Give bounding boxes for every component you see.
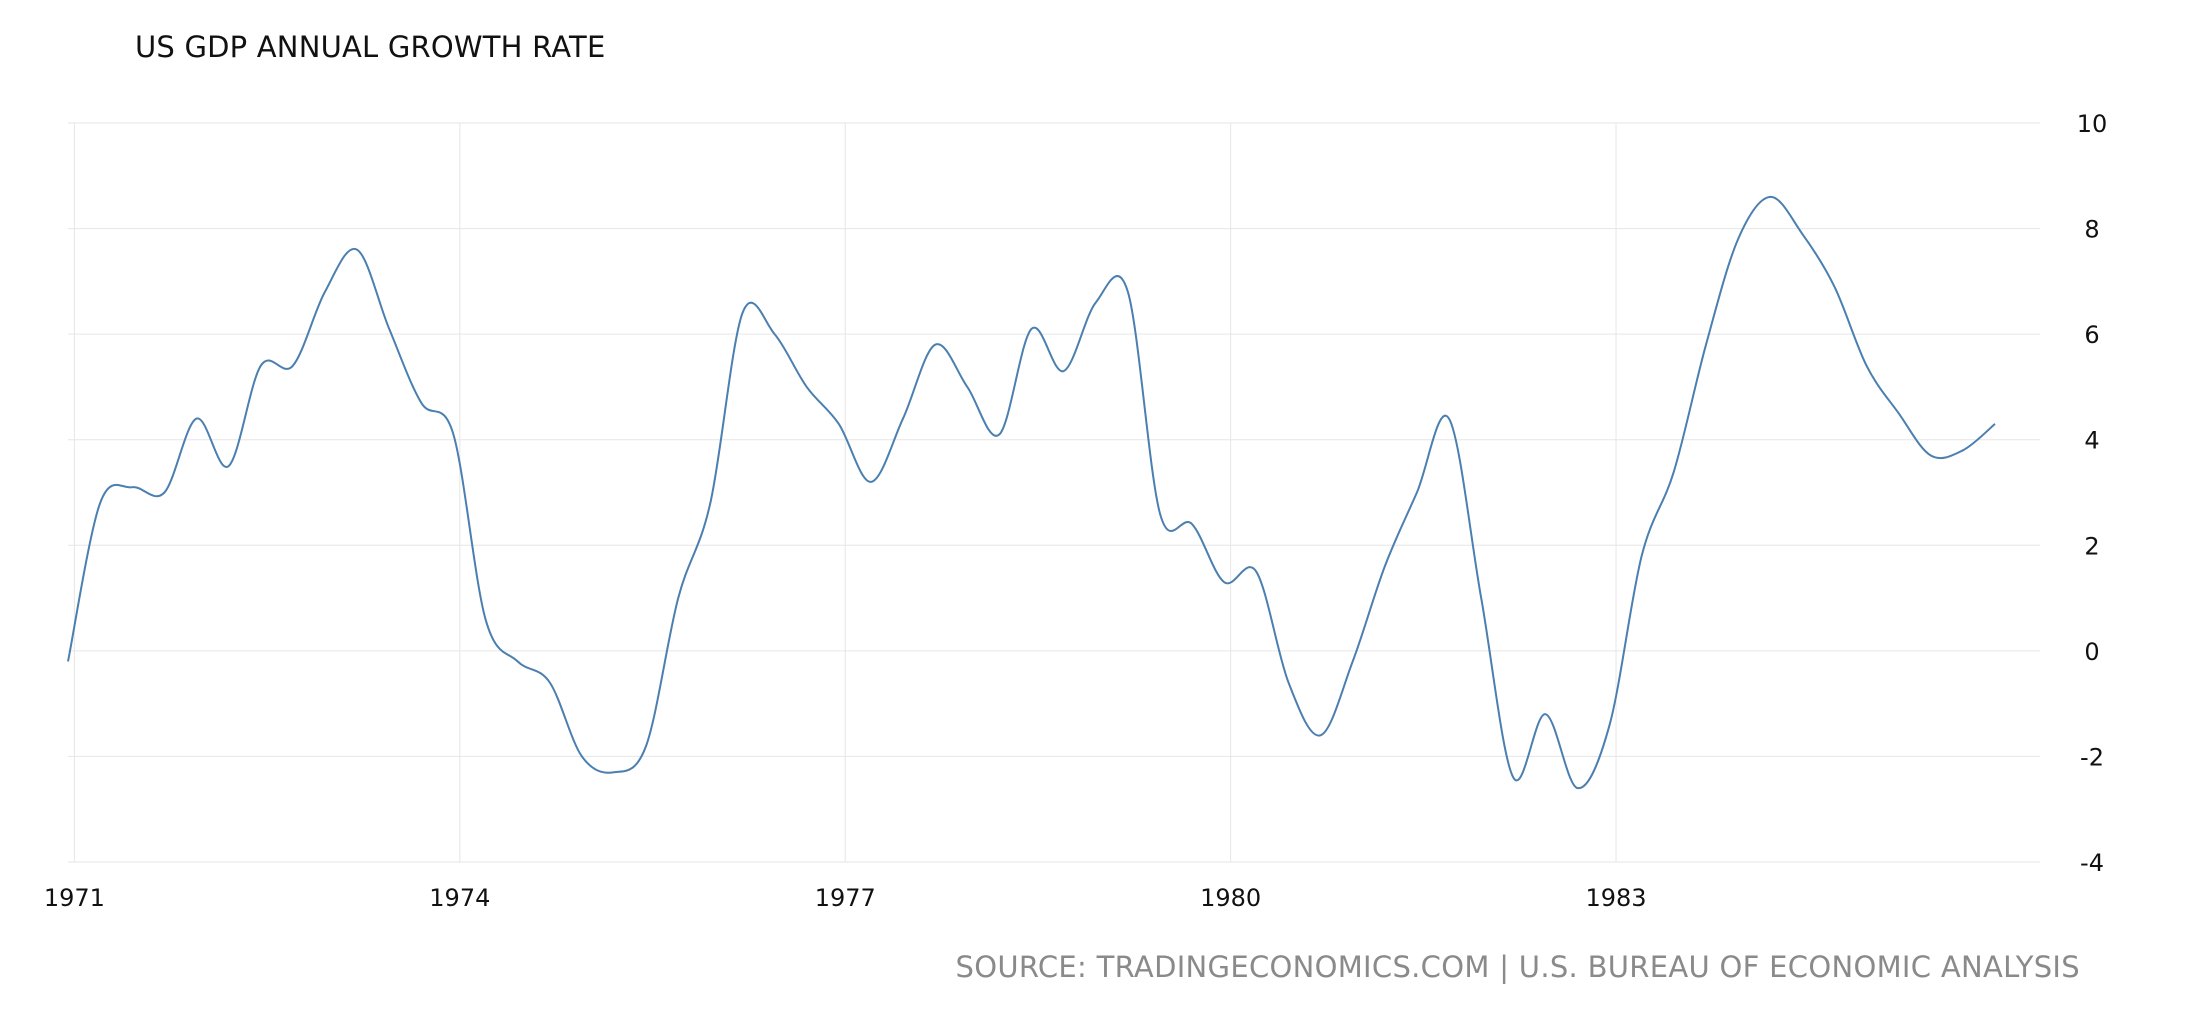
x-tick-label: 1980 — [1200, 884, 1261, 912]
y-tick-label: -2 — [2080, 743, 2104, 771]
y-tick-label: 6 — [2084, 321, 2099, 349]
x-tick-label: 1971 — [44, 884, 105, 912]
grid — [68, 122, 2040, 863]
x-tick-label: 1974 — [429, 884, 490, 912]
y-tick-label: 2 — [2084, 532, 2099, 560]
y-tick-label: 10 — [2077, 110, 2108, 138]
x-tick-label: 1983 — [1586, 884, 1647, 912]
source-note: SOURCE: TRADINGECONOMICS.COM | U.S. BURE… — [955, 950, 2080, 984]
x-tick-label: 1977 — [815, 884, 876, 912]
y-tick-label: 8 — [2084, 216, 2099, 244]
y-tick-label: 4 — [2084, 427, 2099, 455]
gdp-growth-line — [67, 195, 1996, 790]
y-tick-label: 0 — [2084, 638, 2099, 666]
x-axis-ticks: 1971 1974 1977 1980 1983 — [44, 884, 1647, 912]
chart-title: US GDP ANNUAL GROWTH RATE — [135, 30, 606, 64]
y-tick-label: -4 — [2080, 849, 2104, 877]
y-axis-ticks: 10 8 6 4 2 0 -2 -4 — [2077, 110, 2108, 877]
